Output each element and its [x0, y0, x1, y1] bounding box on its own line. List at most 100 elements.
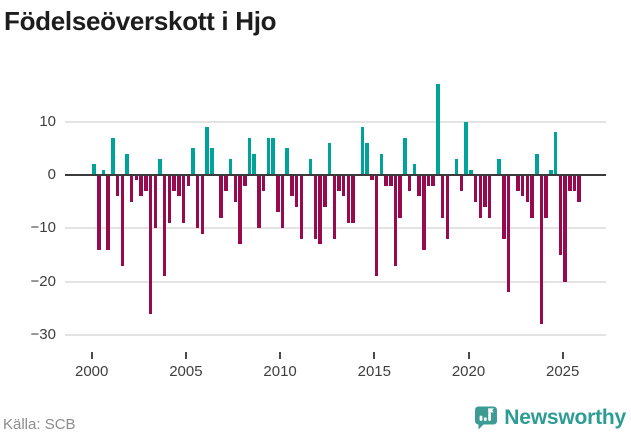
bar-2024-Q3 [553, 132, 558, 175]
bar-2005-Q1 [186, 175, 190, 186]
bar-2019-Q2 [454, 158, 459, 175]
x-axis-label: 2010 [263, 363, 297, 380]
bar-2013-Q1 [337, 175, 341, 191]
bar-2004-Q1 [167, 175, 172, 223]
bar-2016-Q4 [407, 175, 412, 191]
bar-2006-Q4 [219, 175, 223, 218]
x-axis-label: 2025 [546, 363, 580, 380]
bar-2009-Q1 [261, 175, 266, 191]
bar-2010-Q2 [285, 148, 289, 175]
bar-2023-Q4 [539, 175, 544, 325]
bar-2022-Q4 [520, 175, 525, 197]
bar-2010-Q1 [280, 175, 285, 229]
bar-2015-Q1 [374, 175, 379, 277]
x-axis-label: 2005 [169, 363, 203, 380]
bar-2008-Q1 [243, 175, 247, 186]
bar-2012-Q1 [318, 175, 322, 245]
bar-2018-Q4 [445, 175, 450, 240]
bar-2014-Q4 [370, 175, 374, 181]
bar-2013-Q2 [341, 175, 346, 197]
bar-2019-Q3 [459, 175, 464, 191]
y-axis-label: −30 [30, 326, 56, 344]
bar-2005-Q3 [195, 175, 200, 229]
bar-2003-Q4 [162, 175, 167, 277]
x-axis-tick [184, 352, 187, 359]
bar-2000-Q3 [101, 169, 106, 175]
bar-2010-Q4 [294, 175, 299, 207]
y-axis-label: −20 [30, 272, 56, 290]
bar-2015-Q4 [389, 175, 393, 186]
bar-2003-Q2 [153, 175, 158, 229]
bar-2008-Q4 [257, 175, 261, 229]
bar-2021-Q4 [502, 175, 506, 240]
bar-2024-Q4 [558, 175, 563, 256]
bar-2021-Q3 [497, 158, 501, 175]
bar-2003-Q1 [148, 175, 153, 314]
bar-2014-Q3 [365, 142, 369, 175]
gridline [65, 120, 606, 123]
bar-2007-Q2 [228, 158, 233, 175]
newsworthy-wordmark: Newsworthy [504, 405, 626, 429]
bar-2024-Q2 [549, 169, 553, 175]
bar-2006-Q1 [205, 126, 209, 175]
bar-2019-Q4 [464, 121, 468, 175]
bar-2016-Q2 [398, 175, 402, 218]
bar-2013-Q3 [346, 175, 351, 223]
bar-2020-Q2 [473, 175, 478, 202]
x-axis-tick [373, 352, 376, 359]
bar-2020-Q3 [478, 175, 483, 218]
bar-2023-Q1 [525, 175, 530, 202]
bar-2025-Q1 [563, 175, 567, 282]
y-axis-label: 10 [39, 112, 56, 130]
bar-2013-Q4 [351, 175, 355, 223]
bar-2005-Q2 [191, 148, 195, 175]
bar-2002-Q1 [129, 175, 134, 202]
gridline [65, 280, 606, 283]
bar-2008-Q3 [252, 153, 256, 175]
x-axis-tick [467, 352, 470, 359]
bar-2002-Q4 [144, 175, 148, 191]
bar-2016-Q1 [393, 175, 398, 266]
bar-2015-Q3 [384, 175, 388, 186]
bar-2017-Q3 [422, 175, 426, 250]
gridline [65, 334, 606, 337]
bar-2025-Q2 [568, 175, 572, 191]
bar-2000-Q2 [97, 175, 101, 250]
bar-2001-Q1 [111, 137, 115, 175]
bar-2003-Q3 [158, 158, 162, 175]
bar-2001-Q2 [115, 175, 120, 197]
bar-2018-Q3 [440, 175, 445, 218]
bar-2021-Q1 [487, 175, 492, 218]
bar-2004-Q3 [177, 175, 181, 197]
bar-2025-Q3 [572, 175, 577, 191]
bar-2020-Q1 [469, 169, 473, 175]
bar-2006-Q2 [210, 148, 214, 175]
x-axis-label: 2020 [451, 363, 486, 380]
bar-2002-Q2 [134, 175, 139, 181]
bar-2007-Q1 [224, 175, 228, 191]
x-axis-tick [90, 352, 93, 359]
bar-2000-Q4 [106, 175, 110, 250]
bar-2007-Q3 [233, 175, 238, 202]
bar-2008-Q2 [247, 137, 252, 175]
bar-2014-Q2 [360, 126, 365, 175]
bar-2016-Q3 [403, 137, 407, 175]
y-axis-label: −10 [30, 219, 56, 237]
bar-2015-Q2 [379, 153, 384, 175]
bar-chart-speech-bubble-icon [474, 405, 498, 430]
bar-2012-Q3 [327, 142, 332, 175]
bar-2011-Q3 [308, 158, 313, 175]
newsworthy-logo[interactable]: Newsworthy [474, 405, 626, 430]
source-label: Källa: SCB [3, 416, 76, 433]
bar-2009-Q2 [266, 137, 271, 175]
bar-2000-Q1 [92, 164, 96, 175]
x-axis-label: 2015 [357, 363, 391, 380]
bar-2017-Q1 [412, 164, 417, 175]
y-axis-label: 0 [47, 166, 56, 183]
bar-2001-Q3 [120, 175, 125, 266]
bar-2023-Q2 [530, 175, 534, 218]
bar-2020-Q4 [483, 175, 487, 207]
page-title: Födelseöverskott i Hjo [4, 6, 277, 36]
